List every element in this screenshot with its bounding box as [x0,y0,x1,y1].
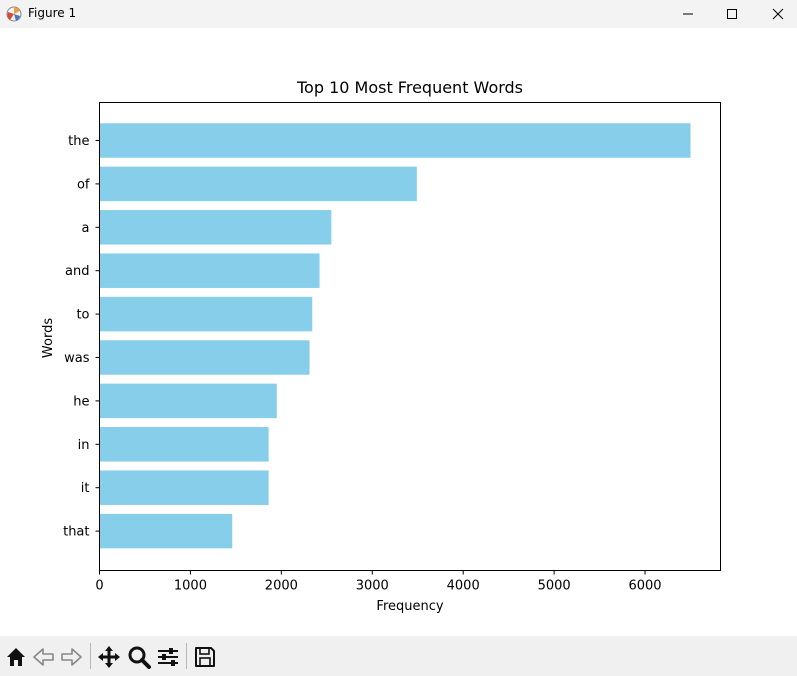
forward-arrow-icon[interactable] [58,644,84,670]
bar-and [99,253,320,288]
y-tick-label: and [65,264,89,279]
x-tick-label: 2000 [265,579,298,594]
zoom-icon[interactable] [126,644,152,670]
maximize-button[interactable] [709,0,755,28]
bar-to [99,296,313,332]
navigation-toolbar [0,636,797,676]
toolbar-separator [186,643,187,669]
y-tick-label: it [81,481,90,496]
y-tick-label: of [77,177,90,192]
plot-frame [99,102,721,571]
home-icon[interactable] [3,644,29,670]
close-icon [772,8,784,20]
bar-a [99,210,332,245]
matplotlib-app-icon [6,6,22,22]
x-axis-label: Frequency [376,599,443,614]
y-ticks-group: the of a and to was he in it that [63,134,100,540]
x-tick-label: 4000 [447,579,480,594]
bar-that [99,513,233,549]
y-tick-label: the [68,134,89,149]
y-tick-label: to [76,308,89,323]
chart-title: Top 10 Most Frequent Words [296,78,523,97]
bar-it [99,470,269,505]
bar-he [99,383,277,419]
save-icon[interactable] [192,644,218,670]
x-tick-label: 5000 [538,579,571,594]
y-tick-label: he [73,394,89,409]
configure-subplots-icon[interactable] [155,644,181,670]
minimize-button[interactable] [665,0,711,28]
y-tick-label: that [63,525,89,540]
close-button[interactable] [755,0,797,28]
y-tick-label: a [82,221,90,236]
back-arrow-icon[interactable] [31,644,57,670]
x-tick-label: 0 [95,579,103,594]
window-title: Figure 1 [28,6,77,20]
bar-the [99,123,691,158]
y-tick-label: was [64,351,90,366]
x-tick-label: 3000 [356,579,389,594]
pan-icon[interactable] [96,644,122,670]
toolbar-separator [90,643,91,669]
maximize-icon [727,9,737,19]
bars-group [99,123,691,549]
bar-of [99,166,417,202]
x-ticks-group: 0 1000 2000 3000 4000 5000 6000 [95,570,662,594]
bar-chart: Top 10 Most Frequent Words the of a and to wa… [41,78,721,614]
y-axis-label: Words [41,318,56,358]
bar-was [99,340,310,375]
window-titlebar: Figure 1 [0,0,797,28]
x-tick-label: 1000 [174,579,207,594]
y-tick-label: in [78,438,90,453]
figure-canvas: Top 10 Most Frequent Words the of a and to wa… [0,28,797,636]
minimize-icon [683,13,693,15]
bar-in [99,427,269,462]
x-tick-label: 6000 [628,579,661,594]
